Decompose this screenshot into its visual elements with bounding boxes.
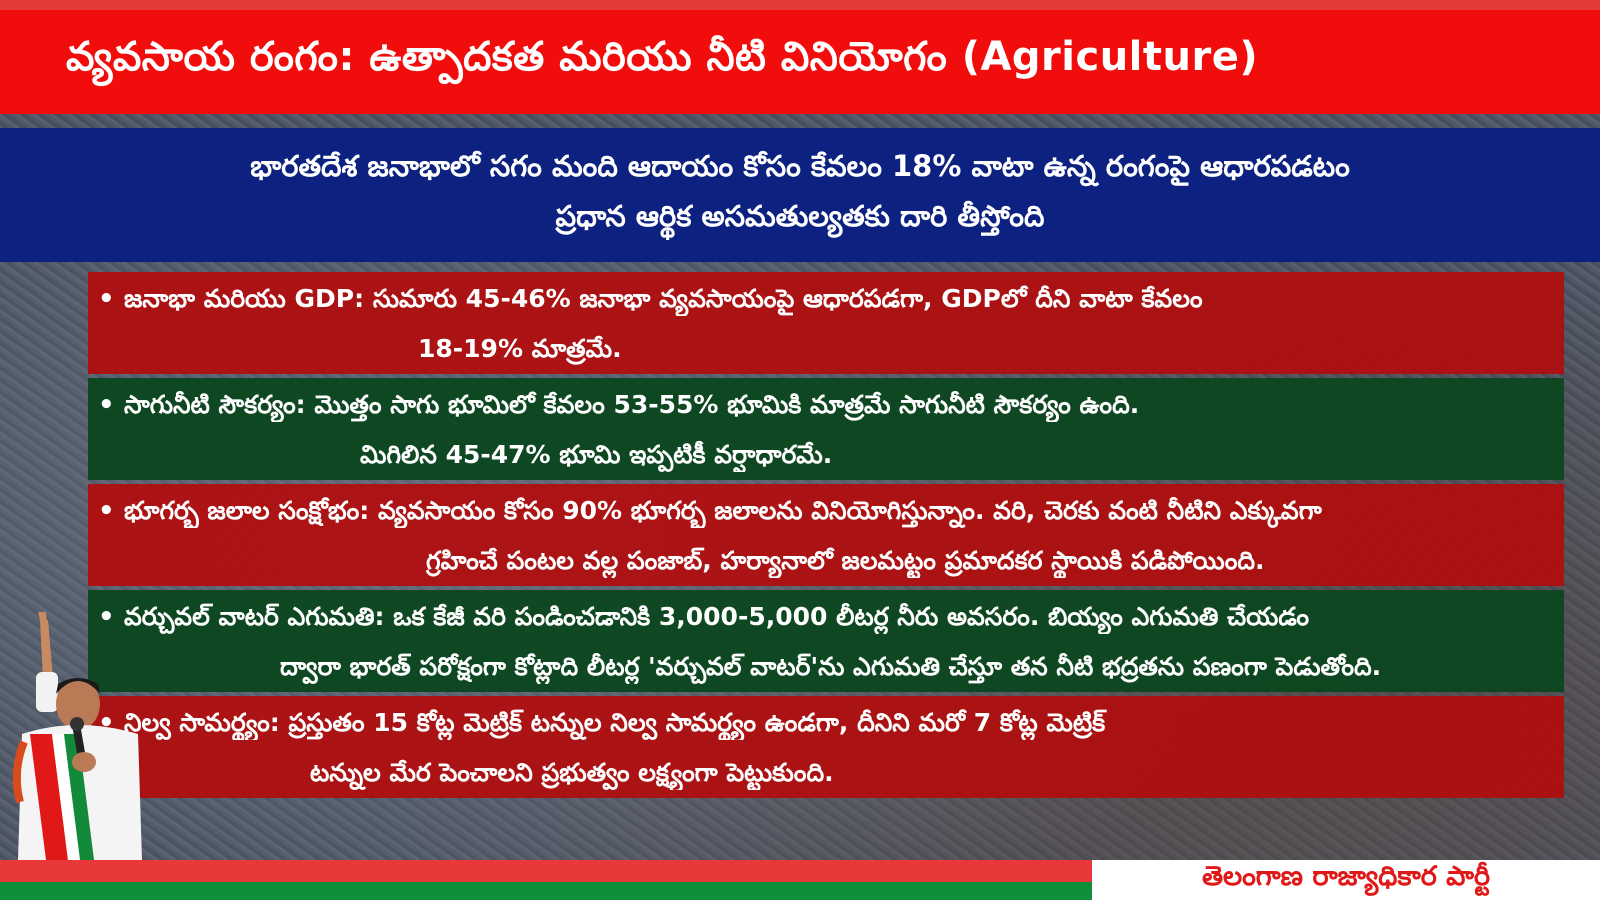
- point-virtual-water-export: • వర్చువల్ వాటర్ ఎగుమతి: ఒక కేజీ వరి పండ…: [88, 590, 1564, 692]
- top-accent-stripe: [0, 0, 1600, 10]
- point-storage-capacity: • నిల్వ సామర్థ్యం: ప్రస్తుతం 15 కోట్ల మె…: [88, 696, 1564, 798]
- point-text-line-1: భూగర్భ జలాల సంక్షోభం: వ్యవసాయం కోసం 90% …: [124, 496, 1322, 525]
- party-name-box: తెలంగాణ రాజ్యాధికార పార్టీ: [1092, 860, 1600, 900]
- point-groundwater-crisis: • భూగర్భ జలాల సంక్షోభం: వ్యవసాయం కోసం 90…: [88, 484, 1564, 586]
- title-banner: వ్యవసాయ రంగం: ఉత్పాదకత మరియు నీటి వినియో…: [0, 10, 1600, 114]
- point-population-gdp: • జనాభా మరియు GDP: సుమారు 45-46% జనాభా వ…: [88, 272, 1564, 374]
- point-text-line-2: టన్నుల మేర పెంచాలని ప్రభుత్వం లక్ష్యంగా …: [310, 758, 834, 787]
- bullet-icon: •: [98, 602, 115, 632]
- bullet-icon: •: [98, 496, 115, 526]
- point-text-line-1: వర్చువల్ వాటర్ ఎగుమతి: ఒక కేజీ వరి పండిం…: [124, 602, 1310, 631]
- point-text-line-2: 18-19% మాత్రమే.: [418, 334, 622, 363]
- point-text-line-2: ద్వారా భారత్ పరోక్షంగా కోట్లాది లీటర్ల '…: [280, 652, 1382, 681]
- party-name: తెలంగాణ రాజ్యాధికార పార్టీ: [1201, 861, 1491, 892]
- point-text-line-1: జనాభా మరియు GDP: సుమారు 45-46% జనాభా వ్య…: [124, 284, 1203, 313]
- footer-green-stripe: [0, 882, 1092, 900]
- subtitle-banner: భారతదేశ జనాభాలో సగం మంది ఆదాయం కోసం కేవల…: [0, 128, 1600, 262]
- subtitle-line-1: భారతదేశ జనాభాలో సగం మంది ఆదాయం కోసం కేవల…: [250, 149, 1350, 183]
- page-title: వ్యవసాయ రంగం: ఉత్పాదకత మరియు నీటి వినియో…: [66, 34, 1259, 80]
- point-text-line-2: మిగిలిన 45-47% భూమి ఇప్పటికీ వర్షాధారమే.: [360, 440, 833, 469]
- point-text-line-1: సాగునీటి సౌకర్యం: మొత్తం సాగు భూమిలో కేవ…: [124, 390, 1140, 419]
- bullet-icon: •: [98, 284, 115, 314]
- bullet-icon: •: [98, 390, 115, 420]
- subtitle-line-2: ప్రధాన ఆర్థిక అసమతుల్యతకు దారి తీస్తోంది: [555, 199, 1045, 233]
- footer-red-stripe: [0, 860, 1092, 882]
- key-points-list: • జనాభా మరియు GDP: సుమారు 45-46% జనాభా వ…: [88, 272, 1564, 802]
- speaker-photo: [12, 612, 142, 860]
- point-text-line-2: గ్రహించే పంటల వల్ల పంజాబ్, హర్యానాలో జలమ…: [426, 546, 1265, 575]
- point-irrigation: • సాగునీటి సౌకర్యం: మొత్తం సాగు భూమిలో క…: [88, 378, 1564, 480]
- point-text-line-1: నిల్వ సామర్థ్యం: ప్రస్తుతం 15 కోట్ల మెట్…: [124, 708, 1106, 737]
